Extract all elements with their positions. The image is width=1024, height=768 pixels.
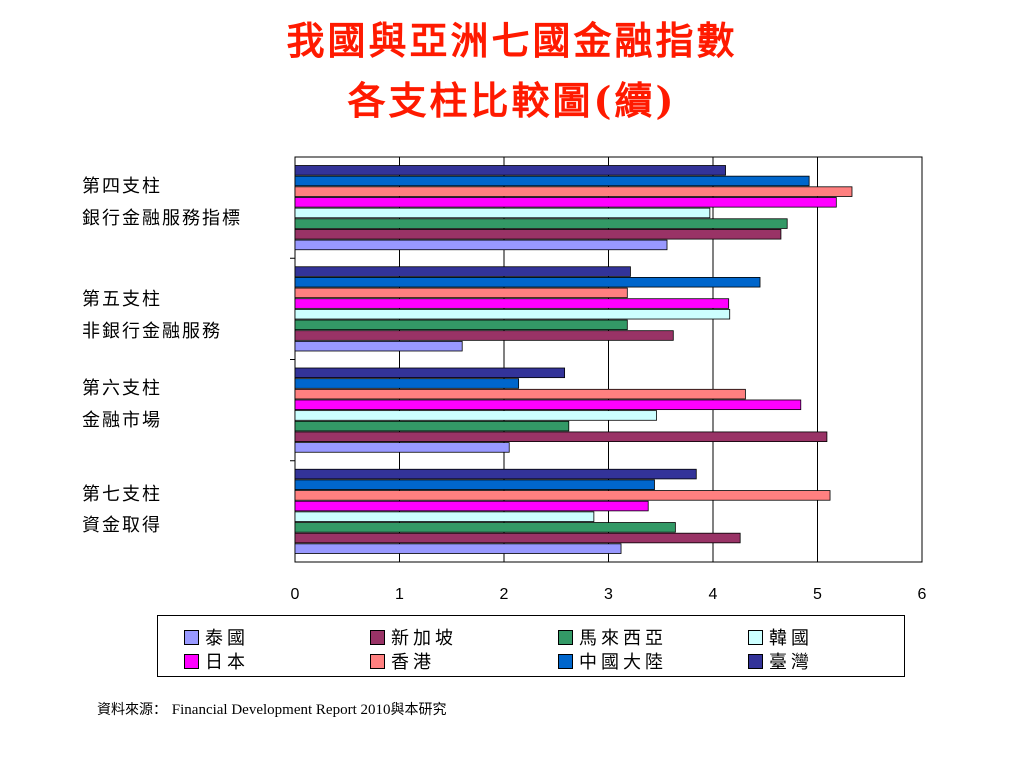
category-label-line2: 資金取得 xyxy=(82,515,162,536)
bar xyxy=(294,266,631,277)
bar xyxy=(294,420,570,432)
bar xyxy=(294,410,657,421)
bar xyxy=(294,543,622,554)
legend-swatch xyxy=(370,629,385,645)
source-label: 資料來源： xyxy=(97,702,167,718)
bar xyxy=(294,308,731,320)
legend-swatch xyxy=(558,629,573,645)
bar xyxy=(294,490,831,501)
legend-item: 韓國 xyxy=(748,625,813,649)
legend-label: 日本 xyxy=(205,652,249,673)
category-label-line1: 第五支柱 xyxy=(82,289,162,310)
bar xyxy=(294,500,649,512)
bar xyxy=(294,442,510,453)
category-label-line2: 銀行金融服務指標 xyxy=(82,208,242,229)
x-tick-label: 3 xyxy=(604,586,613,603)
chart-title-line1: 我國與亞洲七國金融指數 xyxy=(286,18,738,63)
bar xyxy=(294,277,761,288)
bar xyxy=(294,197,837,208)
category-label-line2: 金融市場 xyxy=(82,410,162,431)
bar xyxy=(294,479,655,490)
bar xyxy=(294,298,730,309)
legend-item: 泰國 xyxy=(184,625,249,649)
source-suffix: 與本研究 xyxy=(390,702,447,718)
legend-item: 日本 xyxy=(184,649,249,673)
legend-label: 香港 xyxy=(391,652,435,673)
bar xyxy=(294,330,674,341)
x-tick-label: 5 xyxy=(813,586,822,603)
category-label-line1: 第七支柱 xyxy=(82,484,162,505)
bar xyxy=(294,340,463,352)
bar xyxy=(294,207,711,219)
legend-item: 中國大陸 xyxy=(558,649,667,673)
legend: 泰國 新加坡 馬來西亞 韓國日本 香港 中國大陸 臺灣 xyxy=(157,615,905,677)
legend-label: 韓國 xyxy=(769,628,813,649)
x-tick-label: 0 xyxy=(291,586,300,603)
category-label-line1: 第六支柱 xyxy=(82,378,162,399)
bar xyxy=(294,399,802,411)
bar xyxy=(294,378,520,389)
legend-item: 馬來西亞 xyxy=(558,625,667,649)
legend-item: 香港 xyxy=(370,649,435,673)
bar xyxy=(294,165,726,176)
bar-chart: 0 1 2 3 4 5 6 xyxy=(290,156,927,603)
legend-item: 臺灣 xyxy=(748,649,813,673)
bar xyxy=(294,218,788,229)
source-note: 資料來源： Financial Development Report 2010與… xyxy=(97,699,446,719)
bar xyxy=(294,431,828,442)
x-tick-label: 4 xyxy=(709,586,718,603)
category-label-line2: 非銀行金融服務 xyxy=(82,321,222,342)
bar xyxy=(294,367,566,379)
bar xyxy=(294,319,628,331)
legend-label: 新加坡 xyxy=(391,628,457,649)
bar xyxy=(294,239,668,251)
legend-label: 泰國 xyxy=(205,628,249,649)
bar xyxy=(294,522,676,533)
legend-label: 中國大陸 xyxy=(579,652,667,673)
source-text: Financial Development Report 2010 xyxy=(171,702,391,718)
legend-swatch xyxy=(748,629,763,645)
legend-label: 臺灣 xyxy=(769,652,813,673)
bar xyxy=(294,468,697,480)
bar xyxy=(294,175,810,187)
legend-label: 馬來西亞 xyxy=(579,628,667,649)
bar xyxy=(294,388,746,400)
bar xyxy=(294,186,853,197)
x-tick-label: 6 xyxy=(918,586,927,603)
chart-title-line2: 各支柱比較圖(續) xyxy=(347,78,677,123)
category-label-line1: 第四支柱 xyxy=(82,176,162,197)
legend-swatch xyxy=(370,653,385,669)
bar xyxy=(294,229,782,240)
legend-swatch xyxy=(748,653,763,669)
legend-swatch xyxy=(558,653,573,669)
bar xyxy=(294,511,595,522)
legend-item: 新加坡 xyxy=(370,625,457,649)
legend-swatch xyxy=(184,653,199,669)
legend-swatch xyxy=(184,629,199,645)
x-tick-label: 1 xyxy=(395,586,404,603)
x-tick-label: 2 xyxy=(500,586,509,603)
bar xyxy=(294,287,628,299)
bar xyxy=(294,532,741,544)
